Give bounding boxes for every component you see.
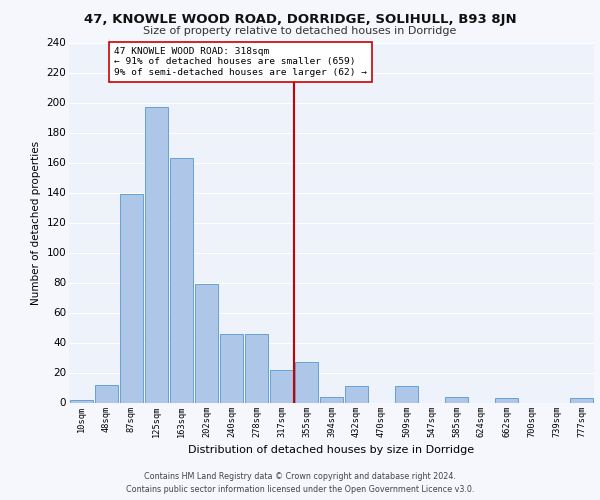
Bar — [70, 400, 93, 402]
Bar — [495, 398, 518, 402]
Bar — [395, 386, 418, 402]
Bar — [295, 362, 318, 403]
Text: Contains HM Land Registry data © Crown copyright and database right 2024.: Contains HM Land Registry data © Crown c… — [144, 472, 456, 481]
X-axis label: Distribution of detached houses by size in Dorridge: Distribution of detached houses by size … — [188, 445, 475, 455]
Bar — [245, 334, 268, 402]
Bar — [445, 396, 468, 402]
Bar — [345, 386, 368, 402]
Bar — [220, 334, 243, 402]
Bar — [120, 194, 143, 402]
Bar — [145, 107, 168, 403]
Bar — [570, 398, 593, 402]
Text: Size of property relative to detached houses in Dorridge: Size of property relative to detached ho… — [143, 26, 457, 36]
Bar — [270, 370, 293, 402]
Bar — [170, 158, 193, 402]
Bar — [320, 396, 343, 402]
Text: 47 KNOWLE WOOD ROAD: 318sqm
← 91% of detached houses are smaller (659)
9% of sem: 47 KNOWLE WOOD ROAD: 318sqm ← 91% of det… — [114, 47, 367, 77]
Text: Contains public sector information licensed under the Open Government Licence v3: Contains public sector information licen… — [126, 485, 474, 494]
Text: 47, KNOWLE WOOD ROAD, DORRIDGE, SOLIHULL, B93 8JN: 47, KNOWLE WOOD ROAD, DORRIDGE, SOLIHULL… — [83, 12, 517, 26]
Bar — [95, 384, 118, 402]
Y-axis label: Number of detached properties: Number of detached properties — [31, 140, 41, 304]
Bar — [195, 284, 218, 403]
